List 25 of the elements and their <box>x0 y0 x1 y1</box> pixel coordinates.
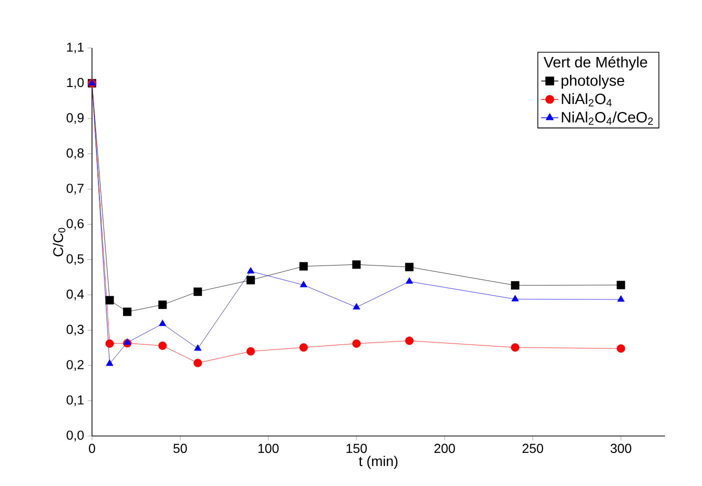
x-tick-label: 250 <box>522 444 544 453</box>
y-tick-label: 0,2 <box>66 360 84 371</box>
y-tick-label: 0,4 <box>66 290 84 300</box>
x-tick-label: 50 <box>173 444 187 453</box>
x-tick-label: 100 <box>258 444 279 453</box>
x-tick-label: 300 <box>610 444 632 453</box>
legend-label: NiAl$_{2}$O$_{4}$/CeO$_{2}$ <box>562 112 653 125</box>
legend-label: photolyse <box>562 74 624 89</box>
y-tick-label: 0,0 <box>66 430 84 442</box>
y-tick-label: 1,0 <box>67 78 84 89</box>
x-axis-title: t (min) <box>358 456 398 469</box>
y-tick-label: 0,6 <box>66 218 84 230</box>
y-tick-label: 1,1 <box>67 42 84 54</box>
x-tick-label: 150 <box>346 444 367 453</box>
y-tick-label: 0,8 <box>66 148 84 160</box>
x-tick-label: 200 <box>434 444 455 453</box>
y-tick-label: 0,3 <box>66 324 84 336</box>
x-tick-label: 0 <box>88 444 96 453</box>
legend-title: Vert de Méthyle <box>544 56 648 70</box>
y-tick-label: 0,9 <box>66 113 84 124</box>
legend-label: NiAl$_{2}$O$_{4}$ <box>562 93 612 106</box>
y-tick-label: 0,7 <box>66 184 84 194</box>
y-tick-label: 0,1 <box>66 395 84 406</box>
y-axis-title: C/C$_{0}$ <box>52 228 66 256</box>
y-tick-label: 0,5 <box>66 254 84 265</box>
